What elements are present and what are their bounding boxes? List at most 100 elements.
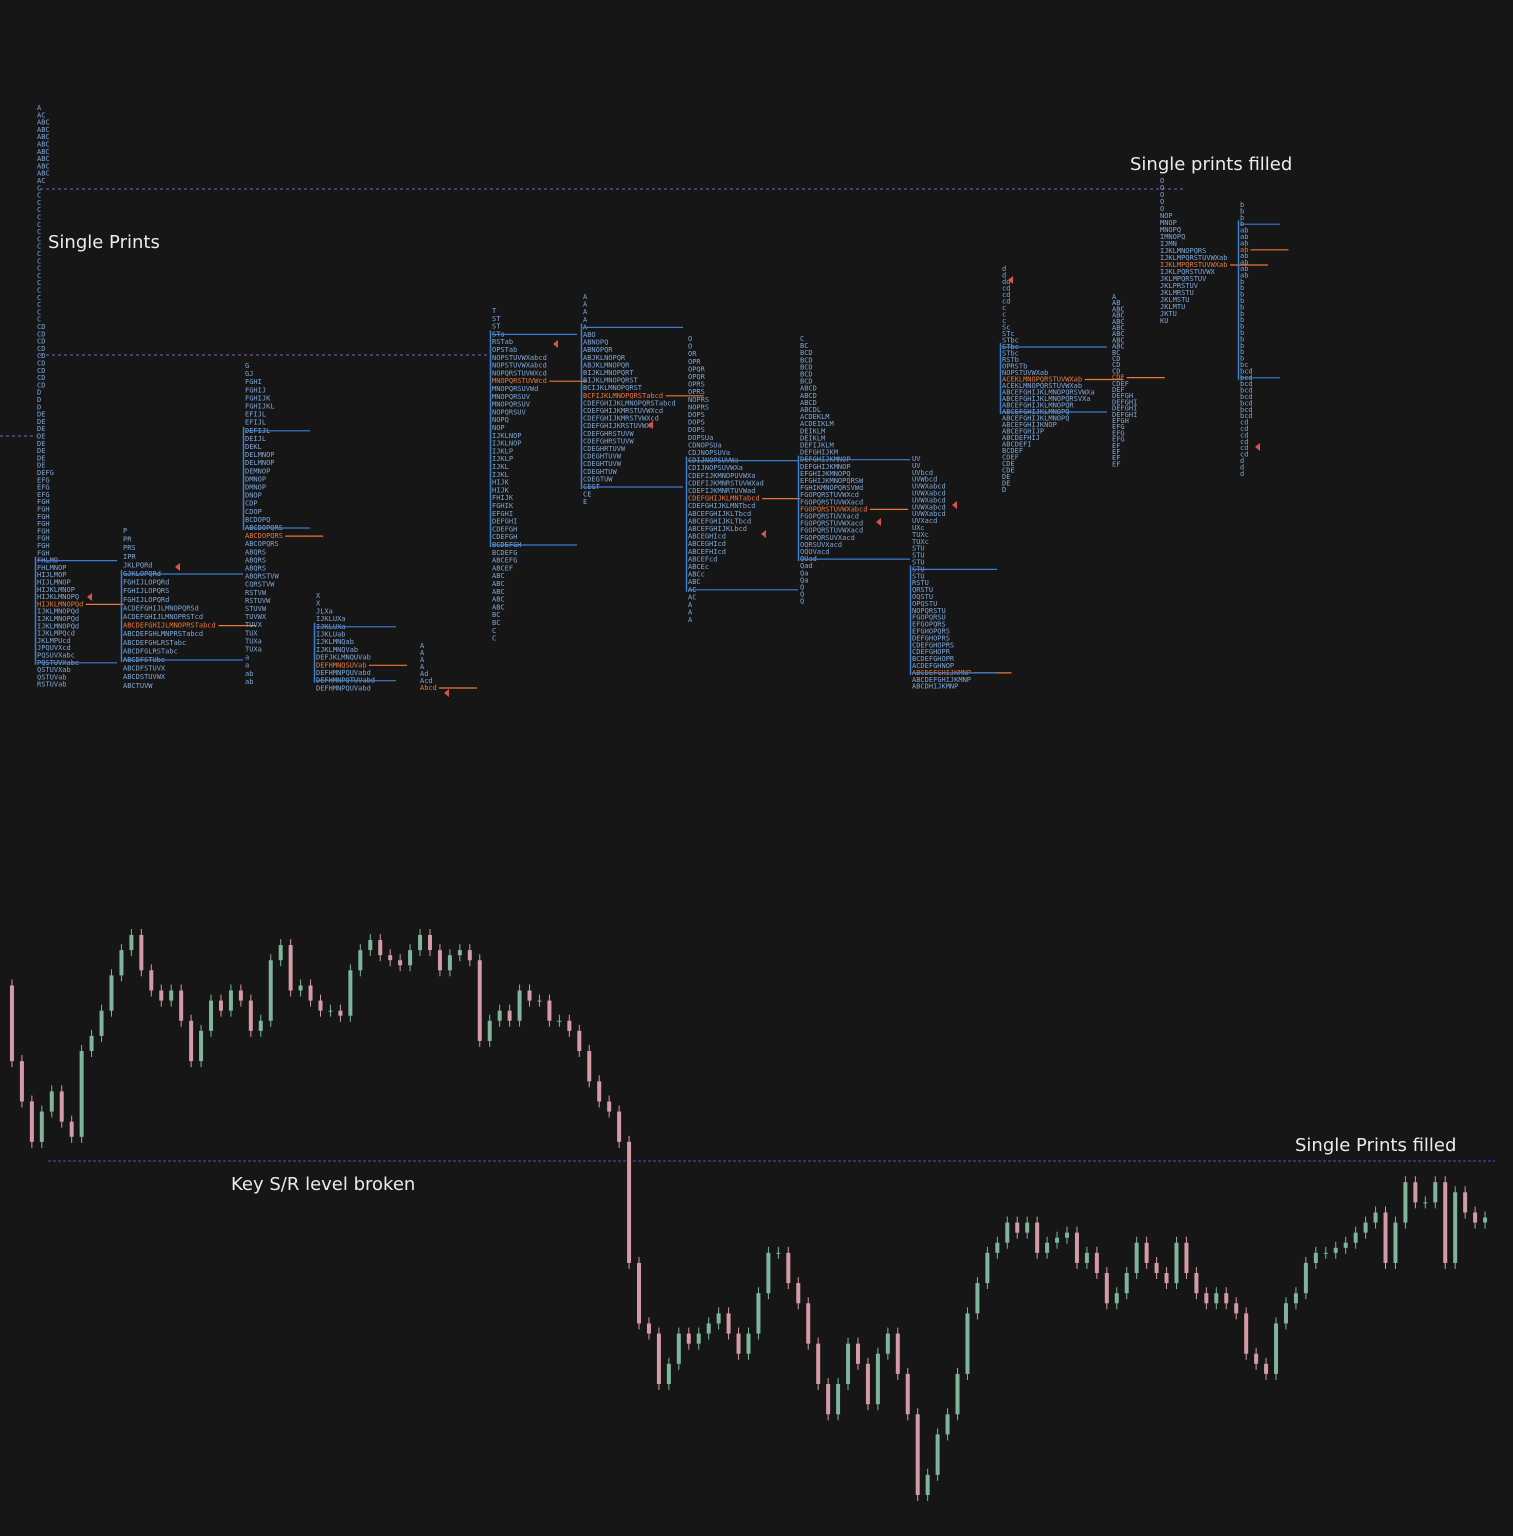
annotation: Single Prints (48, 232, 160, 253)
tpo-row: b (1240, 207, 1244, 215)
tpo-row: ABC (492, 572, 505, 580)
tpo-row: CDEFGHOPRS (912, 641, 954, 649)
tpo-row: UVWXabcd (912, 496, 946, 504)
tpo-row: ABC (37, 155, 50, 163)
tpo-row: FGHIJLOPQRd (123, 596, 169, 604)
tpo-row: JPQUVXcd (37, 644, 71, 652)
candle (109, 975, 114, 1011)
tpo-row: FHLMNOP (37, 564, 67, 572)
candle (826, 1384, 831, 1415)
tpo-row: X (316, 592, 321, 600)
tpo-row: JKTU (1160, 310, 1177, 318)
tpo-row: IPR (123, 553, 136, 561)
tpo-row: NOP (1160, 212, 1173, 220)
poc-row: CDE (1112, 374, 1125, 382)
tpo-row: ABQRS (245, 548, 266, 556)
tpo-row: ABCDEFGHLRSTabc (123, 639, 186, 647)
candle (806, 1303, 811, 1344)
tpo-row: C (37, 228, 41, 236)
candle (1264, 1363, 1269, 1374)
candle (646, 1323, 651, 1334)
tpo-row: b (1240, 348, 1244, 356)
candle (497, 1010, 502, 1021)
tpo-row: IJKLMNQVab (316, 646, 358, 654)
candlestick-chart (9, 929, 1488, 1501)
tpo-row: C (37, 294, 41, 302)
tpo-row: DE (37, 454, 45, 462)
poc-row: CDEFGHIJKLMNTabcd (688, 495, 760, 503)
tpo-row: ABCEFGHIJKNOP (1002, 421, 1057, 429)
tpo-row: ABCEFGHIJKLMNOPQRSVXa (1002, 395, 1091, 403)
tpo-row: d (1240, 463, 1244, 471)
tpo-row: BCDEF (1002, 447, 1023, 455)
tpo-row: bcd (1240, 406, 1253, 414)
tpo-row: cd (1240, 425, 1248, 433)
candle (1104, 1273, 1109, 1304)
candle (607, 1101, 612, 1112)
tpo-row: ABCDSTUVWX (123, 673, 166, 681)
tpo-row: BCD (800, 356, 813, 364)
tpo-row: BC (492, 611, 500, 619)
tpo-row: C (37, 272, 41, 280)
candle (1074, 1232, 1079, 1263)
tpo-row: IJKLMNOPQd (37, 608, 79, 616)
tpo-row: ABC (492, 596, 505, 604)
candle (1473, 1212, 1478, 1223)
tpo-row: OPRS (688, 388, 705, 396)
tpo-row: CD (37, 374, 45, 382)
tpo-row: NOPQRSTU (912, 607, 946, 615)
tpo-row: D (1002, 486, 1006, 494)
candle (89, 1035, 94, 1052)
tpo-row: ABQRSTVW (245, 573, 280, 581)
poc-row: ABCDOPQRS (245, 532, 283, 540)
tpo-row: IJKLMNOPQd (37, 622, 79, 630)
tpo-row: BIJKLMNOPQRT (583, 369, 634, 377)
tpo-row: BCD (800, 371, 813, 379)
tpo-row: A (688, 601, 693, 609)
tpo-row: ABCDEFGHIJKMNP (912, 676, 971, 684)
poc-row: DEFHMNQSUVab (316, 661, 367, 669)
candle (398, 960, 403, 966)
tpo-row: Qad (800, 562, 813, 570)
tpo-row: C (37, 184, 41, 192)
tpo-row: BCDEFG (492, 549, 517, 557)
tpo-row: FGOPQRSTUVWXacd (800, 498, 863, 506)
candle (1154, 1262, 1159, 1274)
candle (358, 950, 363, 971)
tpo-row: DEFGHI (1112, 411, 1137, 419)
tpo-row: TUXa (245, 637, 262, 645)
tpo-row: CDEFGH (492, 533, 517, 541)
tpo-row: CDEGHTUVW (583, 453, 622, 461)
tpo-row: UVWXabcd (912, 483, 946, 491)
candle (209, 1000, 214, 1031)
tpo-row: NOPQRSTUVWXcd (492, 369, 547, 377)
candle (1134, 1242, 1139, 1274)
tpo-row: HIJK (492, 486, 510, 494)
candle (1045, 1242, 1050, 1253)
candle (1194, 1273, 1199, 1294)
candle (119, 950, 124, 976)
candle (637, 1262, 642, 1324)
tpo-row: d (1002, 265, 1006, 273)
candle (477, 960, 482, 1041)
tpo-row: JKLMPUcd (37, 637, 71, 645)
tpo-row: ABCDHIJKMNP (912, 683, 958, 691)
tpo-row: ABC (37, 141, 50, 149)
tpo-row: ABCEFGHIJP (1002, 428, 1044, 436)
tpo-row: CDE (1002, 467, 1015, 475)
tpo-row: ABCEFGHIJKLMNOPQRSVWXa (1002, 389, 1095, 397)
candle (736, 1333, 741, 1354)
tpo-row: FGOPQRSU (912, 614, 946, 622)
candle (776, 1252, 781, 1254)
tpo-row: bcd (1240, 380, 1253, 388)
tpo-row: O (688, 335, 692, 343)
tpo-row: dd (1002, 278, 1010, 286)
tpo-row: AC (688, 593, 696, 601)
candle (1413, 1182, 1418, 1203)
tpo-row: C (492, 627, 496, 635)
tpo-row: ACEKLMNOPQRSTUVWXab (1002, 382, 1082, 390)
candle (557, 1020, 562, 1022)
tpo-row: A (420, 642, 425, 650)
tpo-row: ABCEFGHIJKLTbcd (688, 510, 751, 518)
tpo-row: d (1240, 470, 1244, 478)
